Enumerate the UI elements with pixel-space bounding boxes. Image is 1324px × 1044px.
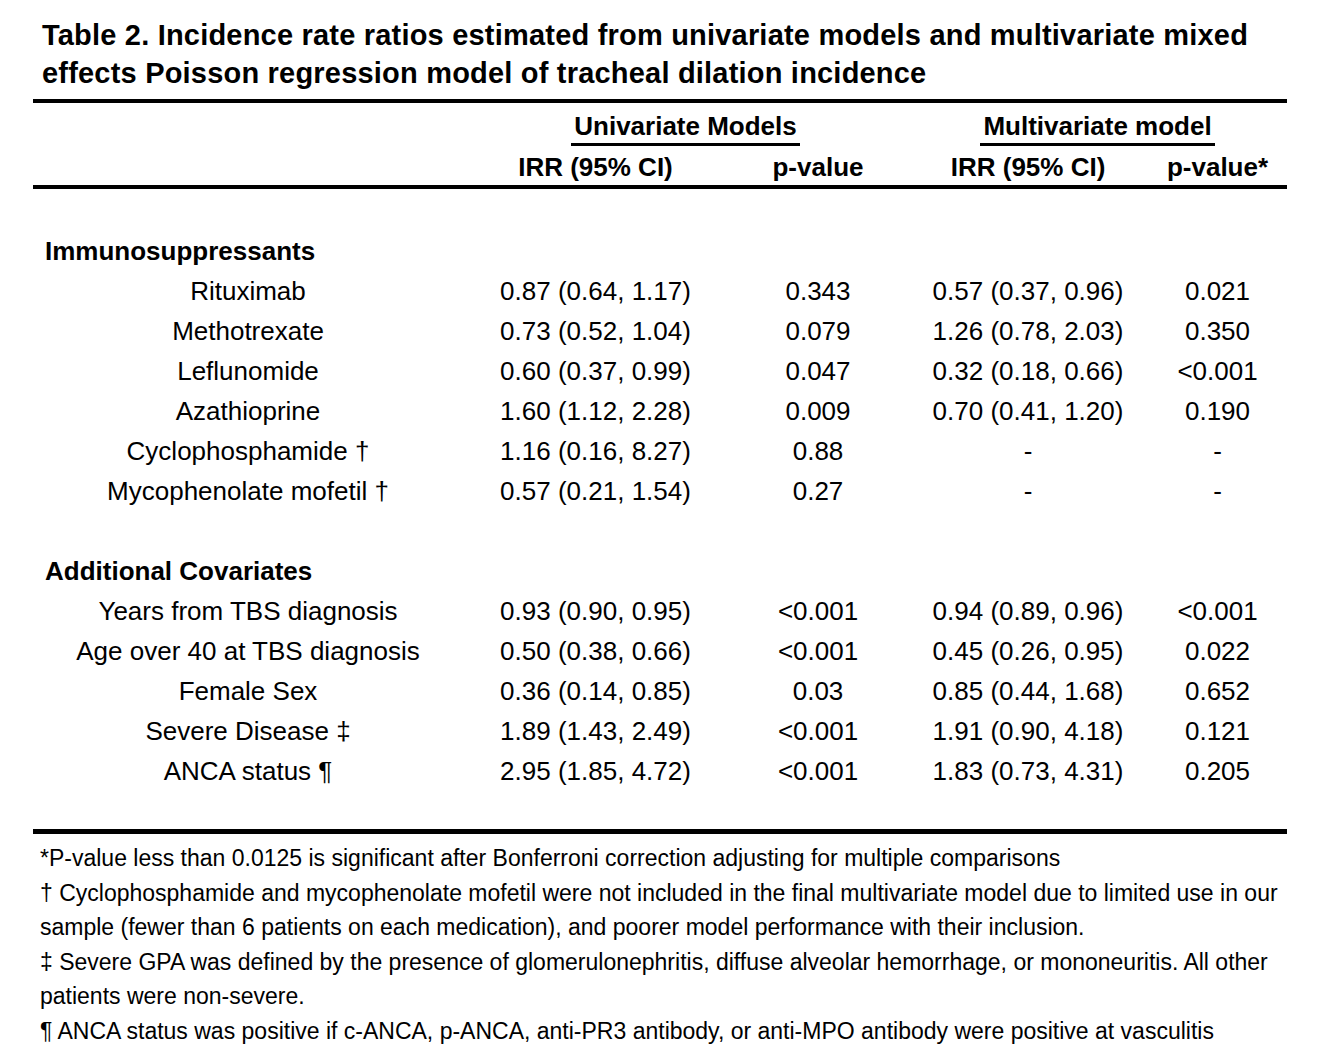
multivariate-irr-cell: 0.94 (0.89, 0.96) (908, 591, 1148, 631)
table-row-female-sex: Female Sex 0.36 (0.14, 0.85) 0.03 0.85 (… (33, 671, 1287, 711)
footnote-pilcrow: ¶ ANCA status was positive if c-ANCA, p-… (40, 1014, 1292, 1044)
row-label: Cyclophosphamide † (33, 431, 463, 471)
univariate-pvalue-cell: <0.001 (728, 751, 908, 791)
univariate-irr-cell: 1.89 (1.43, 2.49) (463, 711, 728, 751)
table-row-mycophenolate-mofetil: Mycophenolate mofetil † 0.57 (0.21, 1.54… (33, 471, 1287, 511)
table-body: Immunosuppressants Rituximab 0.87 (0.64,… (33, 187, 1287, 832)
group-header-row: Univariate Models Multivariate model (33, 101, 1287, 149)
univariate-irr-cell: 0.50 (0.38, 0.66) (463, 631, 728, 671)
table-row-leflunomide: Leflunomide 0.60 (0.37, 0.99) 0.047 0.32… (33, 351, 1287, 391)
univariate-pvalue-cell: 0.27 (728, 471, 908, 511)
univariate-irr-cell: 0.93 (0.90, 0.95) (463, 591, 728, 631)
univariate-pvalue-cell: <0.001 (728, 631, 908, 671)
univariate-pvalue-cell: <0.001 (728, 711, 908, 751)
multivariate-pvalue-cell: 0.022 (1148, 631, 1287, 671)
univariate-irr-cell: 1.60 (1.12, 2.28) (463, 391, 728, 431)
footnote-bonferroni: *P-value less than 0.0125 is significant… (40, 841, 1292, 876)
univariate-pvalue-cell: 0.009 (728, 391, 908, 431)
col-header-multivariate-pvalue: p-value* (1148, 149, 1287, 187)
univariate-pvalue-cell: <0.001 (728, 591, 908, 631)
table-row-azathioprine: Azathioprine 1.60 (1.12, 2.28) 0.009 0.7… (33, 391, 1287, 431)
multivariate-pvalue-cell: <0.001 (1148, 591, 1287, 631)
univariate-pvalue-cell: 0.88 (728, 431, 908, 471)
univariate-irr-cell: 0.87 (0.64, 1.17) (463, 271, 728, 311)
univariate-pvalue-cell: 0.343 (728, 271, 908, 311)
row-label: ANCA status ¶ (33, 751, 463, 791)
row-label: Methotrexate (33, 311, 463, 351)
spacer-row (33, 187, 1287, 231)
multivariate-irr-cell: - (908, 431, 1148, 471)
table-row-age-over-40: Age over 40 at TBS diagnosis 0.50 (0.38,… (33, 631, 1287, 671)
col-header-multivariate-irr: IRR (95% CI) (908, 149, 1148, 187)
univariate-pvalue-cell: 0.047 (728, 351, 908, 391)
row-label: Mycophenolate mofetil † (33, 471, 463, 511)
multivariate-pvalue-cell: 0.350 (1148, 311, 1287, 351)
multivariate-pvalue-cell: 0.205 (1148, 751, 1287, 791)
table-row-cyclophosphamide: Cyclophosphamide † 1.16 (0.16, 8.27) 0.8… (33, 431, 1287, 471)
multivariate-pvalue-cell: 0.021 (1148, 271, 1287, 311)
table-header: Univariate Models Multivariate model IRR… (33, 101, 1287, 187)
footnotes: *P-value less than 0.0125 is significant… (33, 841, 1292, 1044)
section-title: Immunosuppressants (33, 231, 1287, 271)
multivariate-irr-cell: 0.45 (0.26, 0.95) (908, 631, 1148, 671)
section-header-immunosuppressants: Immunosuppressants (33, 231, 1287, 271)
univariate-pvalue-cell: 0.079 (728, 311, 908, 351)
multivariate-irr-cell: 0.57 (0.37, 0.96) (908, 271, 1148, 311)
row-label: Rituximab (33, 271, 463, 311)
multivariate-pvalue-cell: 0.121 (1148, 711, 1287, 751)
multivariate-irr-cell: 0.32 (0.18, 0.66) (908, 351, 1148, 391)
univariate-irr-cell: 0.36 (0.14, 0.85) (463, 671, 728, 711)
results-table: Univariate Models Multivariate model IRR… (33, 99, 1287, 834)
row-label: Age over 40 at TBS diagnosis (33, 631, 463, 671)
spacer-row (33, 791, 1287, 832)
univariate-irr-cell: 0.60 (0.37, 0.99) (463, 351, 728, 391)
row-label: Severe Disease ‡ (33, 711, 463, 751)
multivariate-pvalue-cell: - (1148, 471, 1287, 511)
spacer-row (33, 511, 1287, 551)
univariate-irr-cell: 1.16 (0.16, 8.27) (463, 431, 728, 471)
col-header-univariate-pvalue: p-value (728, 149, 908, 187)
univariate-models-header: Univariate Models (571, 111, 800, 146)
univariate-group-cell: Univariate Models (463, 101, 908, 149)
footnote-double-dagger: ‡ Severe GPA was defined by the presence… (40, 945, 1292, 1014)
column-header-row: IRR (95% CI) p-value IRR (95% CI) p-valu… (33, 149, 1287, 187)
multivariate-irr-cell: - (908, 471, 1148, 511)
univariate-irr-cell: 2.95 (1.85, 4.72) (463, 751, 728, 791)
paper-table-figure: Table 2. Incidence rate ratios estimated… (0, 0, 1324, 1044)
table-row-methotrexate: Methotrexate 0.73 (0.52, 1.04) 0.079 1.2… (33, 311, 1287, 351)
multivariate-pvalue-cell: 0.652 (1148, 671, 1287, 711)
table-row-rituximab: Rituximab 0.87 (0.64, 1.17) 0.343 0.57 (… (33, 271, 1287, 311)
corner-cell (33, 149, 463, 187)
multivariate-irr-cell: 1.26 (0.78, 2.03) (908, 311, 1148, 351)
corner-cell (33, 101, 463, 149)
multivariate-irr-cell: 1.83 (0.73, 4.31) (908, 751, 1148, 791)
footnote-dagger: † Cyclophosphamide and mycophenolate mof… (40, 876, 1292, 945)
table-row-anca-status: ANCA status ¶ 2.95 (1.85, 4.72) <0.001 1… (33, 751, 1287, 791)
univariate-pvalue-cell: 0.03 (728, 671, 908, 711)
univariate-irr-cell: 0.57 (0.21, 1.54) (463, 471, 728, 511)
multivariate-irr-cell: 0.70 (0.41, 1.20) (908, 391, 1148, 431)
multivariate-irr-cell: 1.91 (0.90, 4.18) (908, 711, 1148, 751)
row-label: Leflunomide (33, 351, 463, 391)
row-label: Years from TBS diagnosis (33, 591, 463, 631)
table-row-years-from-tbs-diagnosis: Years from TBS diagnosis 0.93 (0.90, 0.9… (33, 591, 1287, 631)
multivariate-irr-cell: 0.85 (0.44, 1.68) (908, 671, 1148, 711)
section-header-additional-covariates: Additional Covariates (33, 551, 1287, 591)
multivariate-pvalue-cell: <0.001 (1148, 351, 1287, 391)
col-header-univariate-irr: IRR (95% CI) (463, 149, 728, 187)
multivariate-pvalue-cell: - (1148, 431, 1287, 471)
table-title: Table 2. Incidence rate ratios estimated… (33, 16, 1294, 92)
table-row-severe-disease: Severe Disease ‡ 1.89 (1.43, 2.49) <0.00… (33, 711, 1287, 751)
section-title: Additional Covariates (33, 551, 1287, 591)
univariate-irr-cell: 0.73 (0.52, 1.04) (463, 311, 728, 351)
row-label: Female Sex (33, 671, 463, 711)
multivariate-pvalue-cell: 0.190 (1148, 391, 1287, 431)
multivariate-group-cell: Multivariate model (908, 101, 1287, 149)
multivariate-model-header: Multivariate model (980, 111, 1214, 146)
row-label: Azathioprine (33, 391, 463, 431)
